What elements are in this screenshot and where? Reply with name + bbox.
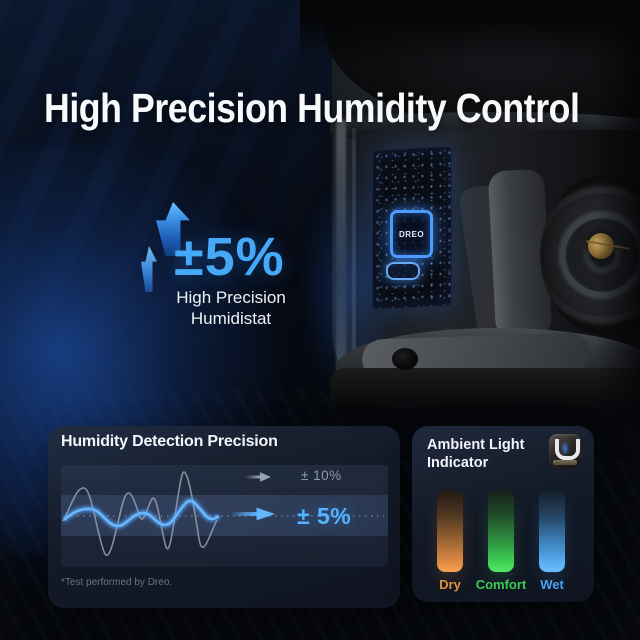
- ambient-bar-wet: [539, 490, 565, 572]
- ambient-card-title: Ambient Light Indicator: [427, 436, 524, 472]
- caption-line-1: High Precision: [176, 288, 286, 307]
- wave-5-percent: [63, 499, 220, 528]
- ambient-title-line-2: Indicator: [427, 455, 489, 471]
- ambient-bar-label: Dry: [439, 577, 461, 592]
- right-arrow-icon-gray: [245, 472, 271, 482]
- ambient-bar-dry: [437, 490, 463, 572]
- precision-stat-caption: High Precision Humidistat: [138, 287, 324, 329]
- humidifier-icon-base: [553, 460, 577, 465]
- precision-card-title: Humidity Detection Precision: [61, 433, 278, 450]
- test-footnote: *Test performed by Dreo.: [61, 577, 173, 588]
- ambient-level-dry: Dry: [424, 490, 476, 592]
- caption-line-2: Humidistat: [190, 309, 272, 328]
- ambient-bar-comfort: [488, 490, 514, 572]
- chart-highlight-band: [61, 495, 388, 536]
- precision-wave-chart: ± 10% ± 5%: [61, 465, 388, 567]
- product-shell-edge: [336, 118, 346, 390]
- ambient-light-card: Ambient Light Indicator Dry Comfort Wet: [412, 426, 594, 602]
- humidifier-icon-glow: [561, 441, 569, 456]
- chip-brand-label: DREO: [398, 229, 425, 239]
- humidity-precision-card: Humidity Detection Precision ± 10% ± 5% …: [48, 426, 400, 608]
- product-fade-top: [300, 0, 640, 62]
- wave-10-percent: [62, 471, 218, 557]
- precision-row-10-label: ± 10%: [301, 468, 342, 483]
- wave-lines: [61, 471, 384, 557]
- humidifier-icon: [549, 434, 581, 468]
- product-glowing-component: [386, 262, 420, 280]
- ambient-title-line-1: Ambient Light: [427, 437, 525, 453]
- ambient-bar-label: Wet: [540, 577, 564, 592]
- product-fade-right: [596, 0, 640, 430]
- precision-stat-value: ±5%: [174, 227, 285, 287]
- ambient-level-wet: Wet: [526, 490, 578, 592]
- humidifier-icon-u-tube: [555, 439, 580, 460]
- page-title: High Precision Humidity Control: [44, 85, 580, 132]
- product-shell-edge-inner: [352, 128, 356, 380]
- ambient-level-comfort: Comfort: [475, 490, 527, 592]
- precision-row-5-label: ± 5%: [297, 503, 352, 529]
- product-knob: [392, 348, 418, 370]
- ambient-bar-label: Comfort: [475, 577, 527, 592]
- product-chip: DREO: [390, 210, 433, 258]
